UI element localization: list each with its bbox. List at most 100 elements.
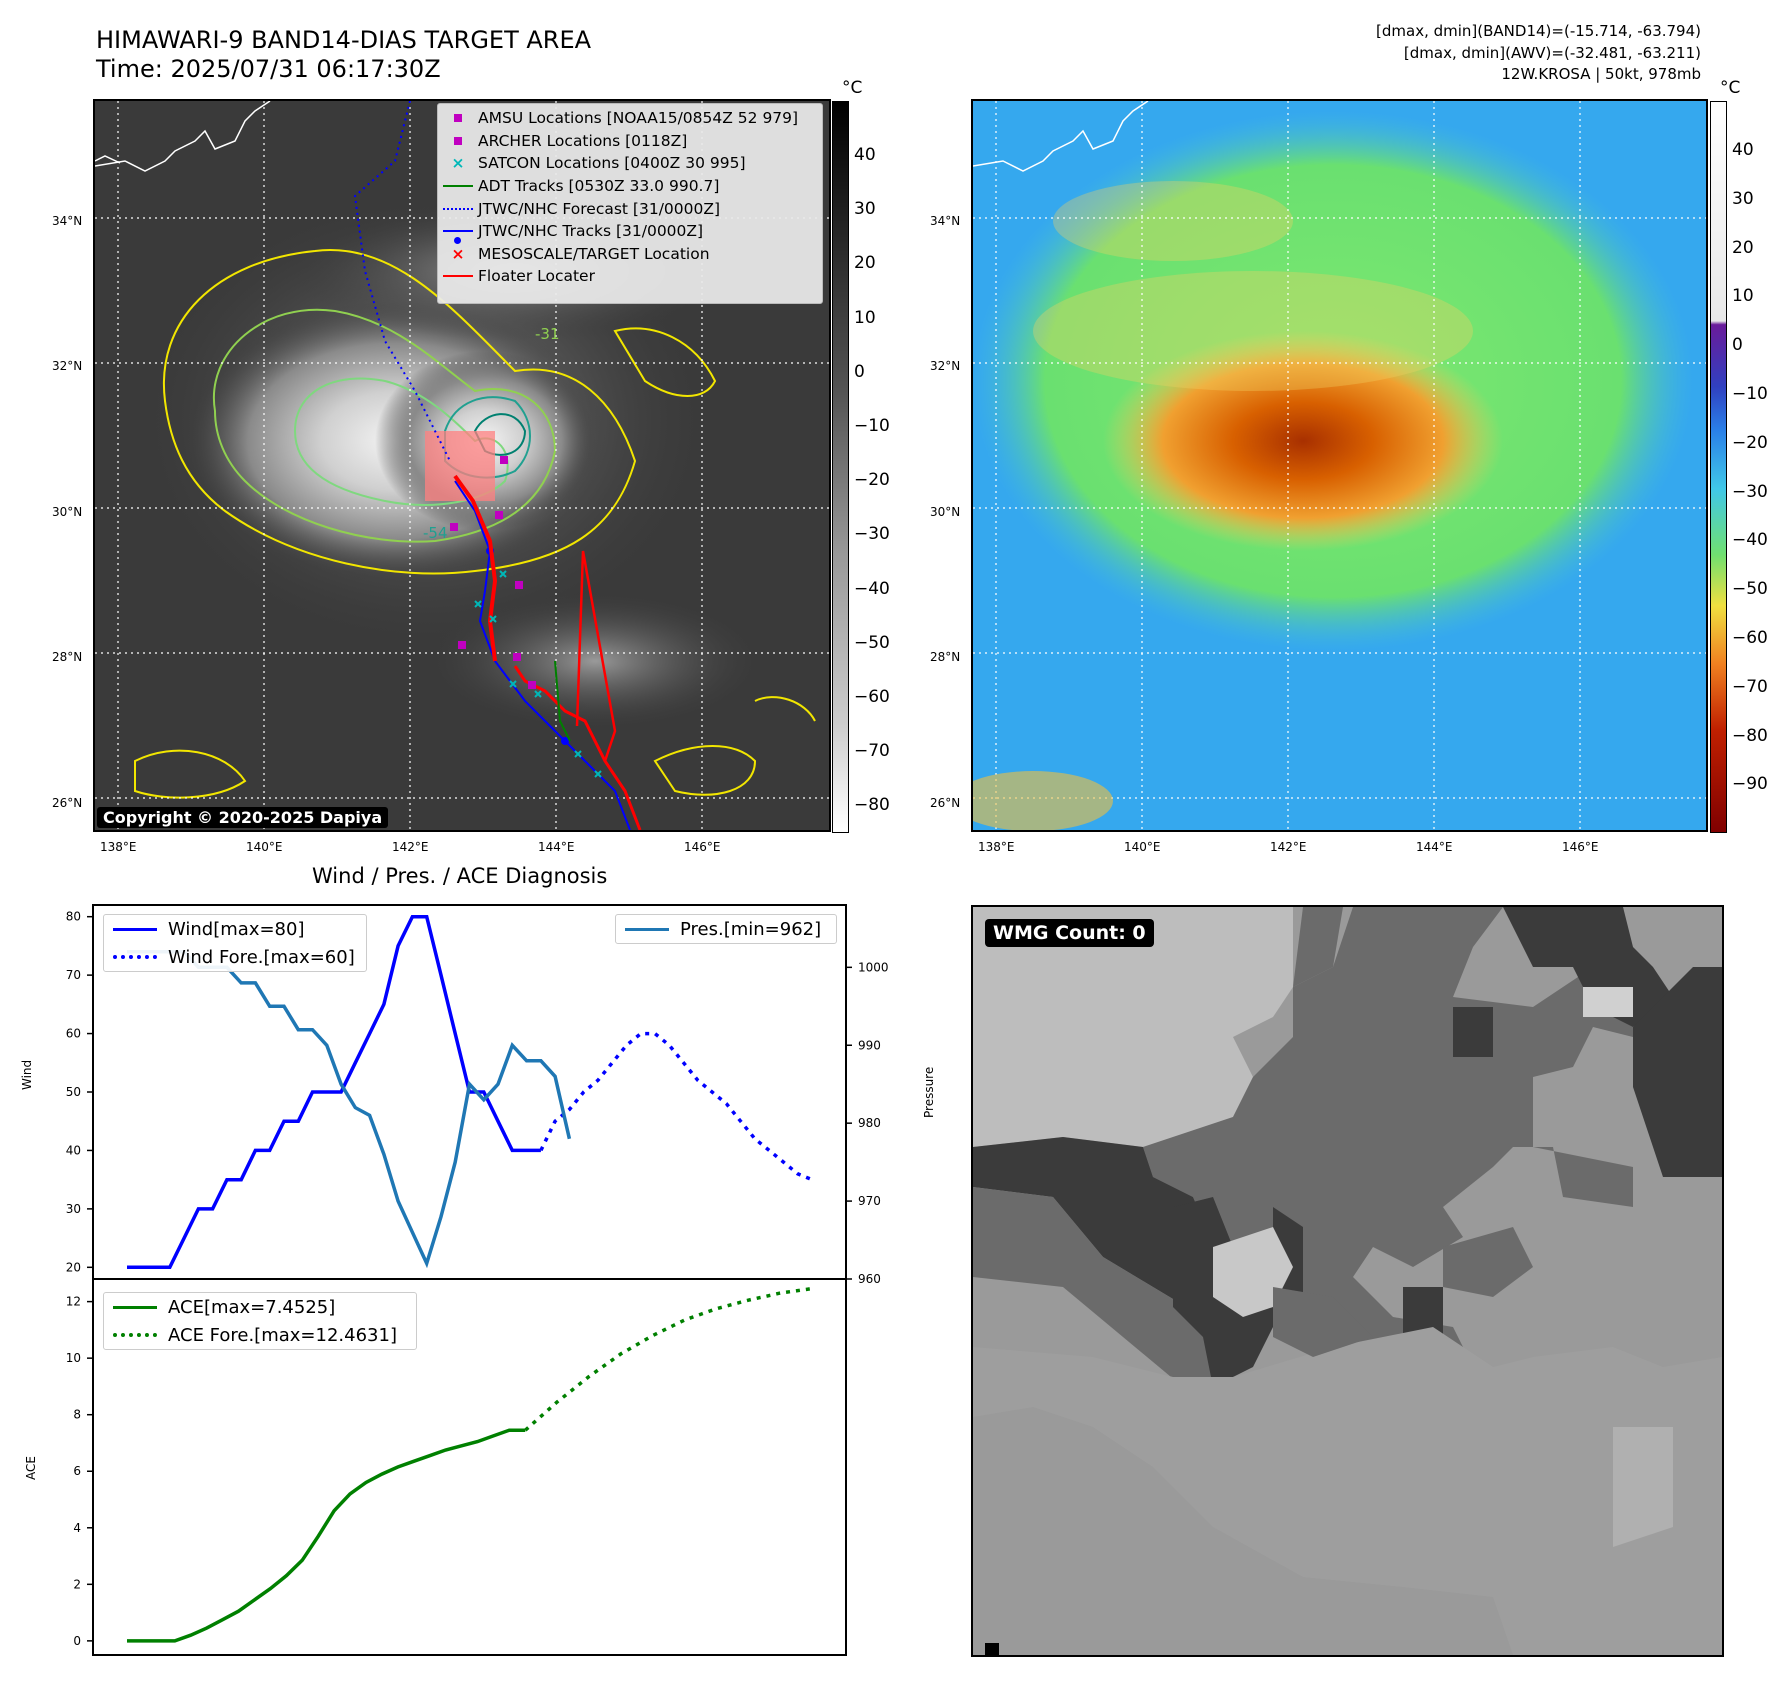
- lon-label: 146°E: [1562, 840, 1599, 854]
- colorbar-tick-label: −40: [1732, 530, 1768, 551]
- colorbar-unit: °C: [842, 78, 863, 98]
- lat-label: 34°N: [930, 214, 961, 228]
- map-legend: AMSU Locations [NOAA15/0854Z 52 979] ARC…: [437, 103, 823, 304]
- square-icon: [438, 114, 478, 123]
- lon-label: 144°E: [538, 840, 575, 854]
- legend-label: ACE[max=7.4525]: [168, 1296, 336, 1318]
- x-icon: ×: [451, 244, 465, 263]
- colorbar-tick-label: −20: [1732, 432, 1768, 453]
- lat-label: 26°N: [930, 796, 961, 810]
- lon-label: 142°E: [392, 840, 429, 854]
- lat-label: 34°N: [52, 214, 83, 228]
- legend-label: AMSU Locations [NOAA15/0854Z 52 979]: [478, 109, 799, 128]
- wmg-count-badge: WMG Count: 0: [985, 919, 1154, 947]
- pressure-tick-label: 990: [858, 1038, 881, 1052]
- colorbar-tick-label: 30: [1732, 188, 1754, 209]
- ace-tick-label: 10: [66, 1351, 81, 1365]
- legend-item: ACE Fore.[max=12.4631]: [104, 1321, 416, 1349]
- lon-label: 140°E: [246, 840, 283, 854]
- colorbar-tick-label: −70: [854, 741, 890, 762]
- color-colorbar: [1710, 101, 1727, 833]
- figure-title: HIMAWARI-9 BAND14-DIAS TARGET AREA: [96, 26, 592, 54]
- wind-tick-label: 20: [66, 1260, 81, 1274]
- lat-label: 32°N: [52, 359, 83, 373]
- pres-legend: Pres.[min=962]: [615, 914, 837, 944]
- pressure-tick-label: 960: [858, 1272, 881, 1286]
- legend-item: × SATCON Locations [0400Z 30 995]: [438, 152, 822, 175]
- lon-label: 146°E: [684, 840, 721, 854]
- wmg-image: [973, 907, 1722, 1655]
- awv-map-svg: [973, 101, 1706, 830]
- ace-tick-label: 0: [73, 1634, 81, 1648]
- jtwc-track: [454, 480, 631, 830]
- line-icon: [110, 927, 160, 931]
- lon-label: 140°E: [1124, 840, 1161, 854]
- colorbar-tick-label: −50: [854, 632, 890, 653]
- colorbar-tick-label: 40: [1732, 140, 1754, 160]
- legend-item: Wind Fore.[max=60]: [104, 943, 366, 971]
- pressure-axis-label: Pressure: [922, 1066, 936, 1118]
- colorbar-tick-label: −50: [1732, 579, 1768, 600]
- ir-map-svg: -54 -31: [95, 101, 829, 830]
- lat-label: 26°N: [52, 796, 83, 810]
- diag-chart: 80 70 60 50 40 30 20 1000 990 980 970 960 12 10 8 6 4 2 0 …: [66, 904, 889, 1657]
- legend-label: SATCON Locations [0400Z 30 995]: [478, 154, 746, 173]
- colorbar-tick-label: −60: [1732, 628, 1768, 648]
- ace-legend: ACE[max=7.4525] ACE Fore.[max=12.4631]: [103, 1292, 417, 1350]
- lat-label: 28°N: [52, 650, 83, 664]
- colorbar-tick-label: 20: [854, 253, 876, 274]
- colorbar-tick-label: 40: [854, 145, 876, 165]
- coastline: [95, 101, 271, 172]
- colorbar-tick-label: −30: [1732, 481, 1768, 502]
- target-area-box: [425, 431, 495, 501]
- colorbar-tick-label: 20: [1732, 237, 1754, 258]
- ace-tick-label: 6: [73, 1464, 81, 1478]
- wind-tick-label: 70: [66, 968, 81, 982]
- colorbar-tick-label: −70: [1732, 676, 1768, 697]
- ace-forecast-line: [524, 1286, 813, 1432]
- wind-axis-label: Wind: [20, 1059, 34, 1090]
- legend-item: ACE[max=7.4525]: [104, 1293, 416, 1321]
- ace-tick-label: 12: [66, 1295, 81, 1309]
- dotted-line-icon: [438, 207, 478, 210]
- wind-tick-label: 50: [66, 1085, 81, 1099]
- line-icon: [438, 275, 478, 278]
- graticule: [973, 101, 1706, 830]
- colorbar-tick-label: 0: [854, 361, 865, 382]
- legend-label: Wind[max=80]: [168, 918, 305, 940]
- amsu-markers: [450, 456, 536, 689]
- ace-tick-label: 8: [73, 1408, 81, 1422]
- dotted-line-icon: [110, 1333, 160, 1337]
- wind-line: [127, 914, 541, 1270]
- awv-map-panel: [971, 99, 1708, 832]
- colorbar-tick-label: −20: [854, 470, 890, 491]
- lon-label: 142°E: [1270, 840, 1307, 854]
- legend-item: AMSU Locations [NOAA15/0854Z 52 979]: [438, 107, 822, 130]
- info-line-1: [dmax, dmin](BAND14)=(-15.714, -63.794): [1376, 22, 1701, 40]
- colorbar-tick-label: 10: [854, 307, 876, 328]
- lat-label: 28°N: [930, 650, 961, 664]
- floater-track: [453, 474, 498, 662]
- wind-tick-label: 30: [66, 1202, 81, 1216]
- lon-label: 144°E: [1416, 840, 1453, 854]
- colorbar-tick-label: −10: [1732, 384, 1768, 404]
- legend-item: Wind[max=80]: [104, 915, 366, 943]
- square-icon: [438, 136, 478, 145]
- line-icon: [622, 927, 672, 931]
- line-dot-icon: [438, 230, 478, 245]
- colorbar-tick-label: −80: [1732, 725, 1768, 746]
- lat-label: 30°N: [52, 505, 83, 519]
- info-line-3: 12W.KROSA | 50kt, 978mb: [1501, 65, 1701, 83]
- x-icon: ×: [451, 154, 465, 173]
- colorbar-tick-label: 0: [1732, 335, 1743, 356]
- ace-line: [127, 1428, 526, 1643]
- lon-label: 138°E: [100, 840, 137, 854]
- grayscale-colorbar: [832, 101, 849, 833]
- legend-item: × MESOSCALE/TARGET Location: [438, 243, 822, 266]
- colorbar-tick-label: −10: [854, 416, 890, 436]
- coastline: [973, 101, 1149, 172]
- copyright-label: Copyright © 2020-2025 Dapiya: [97, 807, 389, 828]
- ir-map-panel: -54 -31 Copyright © 2020-2025 Dapiya AMS…: [93, 99, 831, 832]
- colorbar-tick-label: −60: [854, 687, 890, 707]
